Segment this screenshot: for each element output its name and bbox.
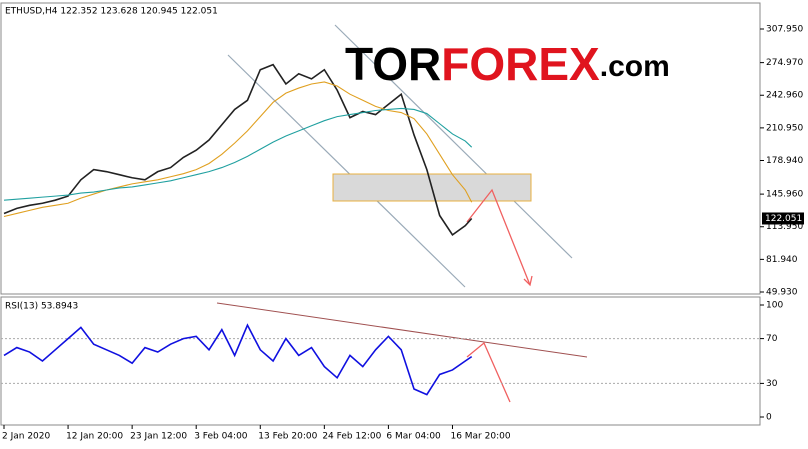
series-line: [3, 81, 473, 218]
x-tick-label: 23 Jan 12:00: [130, 432, 187, 442]
arrow-head: [523, 275, 533, 287]
forecast-arrow: [466, 188, 531, 286]
x-tick-label: 24 Feb 12:00: [322, 432, 381, 442]
series-line: [3, 63, 473, 236]
y-tick-label: 178.940: [766, 156, 803, 166]
last-price-tag: [762, 212, 804, 225]
x-tick-label: 3 Feb 04:00: [194, 432, 248, 442]
rsi-trendline: [216, 302, 588, 358]
y-tick-label: 30: [766, 379, 778, 389]
y-tick-label: 70: [766, 334, 778, 344]
y-tick-label: 307.950: [766, 25, 803, 35]
channel-line: [334, 24, 573, 259]
y-tick-label: 274.970: [766, 58, 803, 68]
y-tick-label: 210.950: [766, 123, 803, 133]
rsi-frame: [0, 296, 761, 426]
logo-part: .com: [600, 50, 670, 83]
rsi-label: RSI(13) 53.8943: [5, 302, 78, 312]
rsi-arrow: [466, 341, 511, 403]
channel-line: [227, 54, 466, 288]
x-tick-label: 6 Mar 04:00: [386, 432, 441, 442]
x-tick-label: 2 Jan 2020: [2, 432, 50, 442]
y-tick-label: 242.960: [766, 91, 803, 101]
y-tick-label: 145.960: [766, 190, 803, 200]
series-line: [3, 323, 473, 396]
last-price-label: 122.051: [765, 214, 802, 224]
symbol-header: ETHUSD,H4 122.352 123.628 120.945 122.05…: [5, 7, 218, 17]
logo-part: TOR: [345, 38, 441, 90]
x-tick-label: 16 Mar 20:00: [450, 432, 510, 442]
y-tick-label: 100: [766, 301, 783, 311]
y-tick-label: 0: [766, 413, 772, 423]
x-tick-label: 12 Jan 20:00: [66, 432, 123, 442]
y-tick-label: 81.940: [766, 255, 798, 265]
x-tick-label: 13 Feb 20:00: [258, 432, 317, 442]
series-line: [3, 107, 473, 201]
logo: TORFOREX.com: [345, 38, 670, 90]
y-tick-label: 49.930: [766, 288, 798, 298]
price-frame: [0, 2, 761, 295]
y-tick-label: 113.950: [766, 222, 803, 232]
logo-part: FOREX: [441, 38, 600, 90]
